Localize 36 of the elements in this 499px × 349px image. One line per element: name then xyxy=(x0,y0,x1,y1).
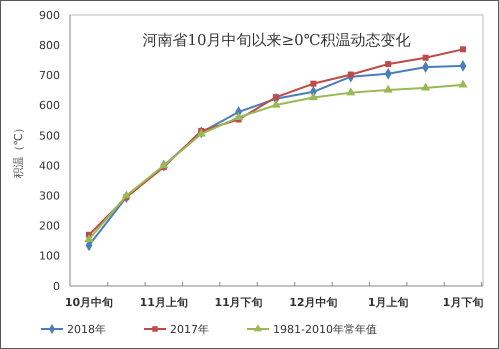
y-tick-label: 500 xyxy=(39,129,60,142)
point xyxy=(271,100,281,108)
point xyxy=(421,82,430,90)
point xyxy=(460,46,466,52)
y-tick-label: 400 xyxy=(39,159,60,172)
text: 河南省10月中旬以来≥0℃积温动态变化 xyxy=(142,31,410,49)
point xyxy=(346,87,356,96)
y-tick-label: 300 xyxy=(39,190,60,203)
legend-label: 2018年 xyxy=(67,322,106,336)
point xyxy=(458,80,468,88)
legend-label: 1981-2010年常年值 xyxy=(273,322,377,336)
x-tick-label: 1月下旬 xyxy=(442,296,484,309)
x-tick-label: 11月下旬 xyxy=(214,296,263,309)
point xyxy=(273,94,279,100)
y-tick-label: 200 xyxy=(39,220,60,233)
y-tick-label: 100 xyxy=(39,250,60,263)
point xyxy=(308,92,318,100)
y-tick-label: 0 xyxy=(53,280,60,293)
y-tick-label: 600 xyxy=(39,99,60,112)
point xyxy=(122,190,131,198)
point xyxy=(422,54,429,61)
point xyxy=(384,84,393,93)
legend-label: 2017年 xyxy=(170,322,209,336)
point xyxy=(310,80,316,87)
y-tick-label: 900 xyxy=(39,8,60,22)
point xyxy=(234,112,244,120)
x-tick-label: 1月上旬 xyxy=(368,296,409,309)
y-tick-label: 800 xyxy=(39,38,60,52)
point xyxy=(84,234,94,242)
point xyxy=(385,61,392,68)
y-tick-label: 700 xyxy=(39,69,60,82)
y-axis-title: 积温（℃） xyxy=(12,122,25,179)
point xyxy=(159,160,168,168)
x-tick-label: 12月中旬 xyxy=(289,296,338,309)
x-tick-label: 10月中旬 xyxy=(64,296,114,309)
x-tick-label: 11月上旬 xyxy=(140,296,188,309)
